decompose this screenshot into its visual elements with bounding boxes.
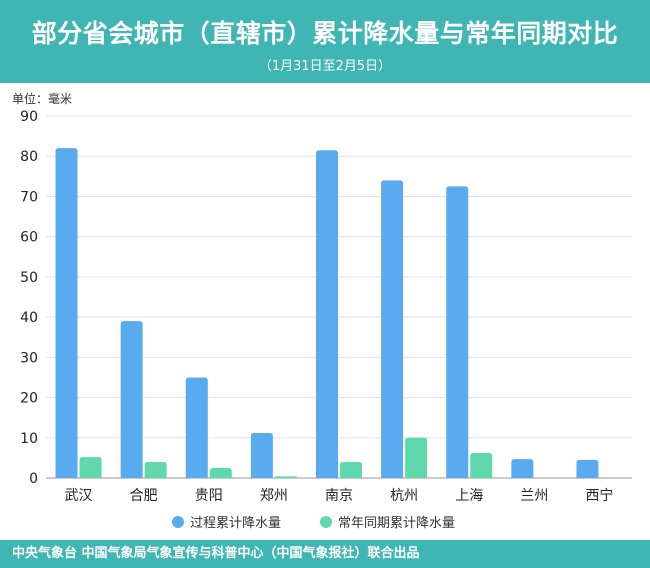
bar-actual xyxy=(55,148,78,478)
x-category-label: 贵阳 xyxy=(195,488,223,504)
bar-actual xyxy=(446,186,469,478)
y-tick-label: 20 xyxy=(20,391,38,407)
y-axis-unit-label: 单位：毫米 xyxy=(12,92,73,106)
x-category-label: 郑州 xyxy=(260,488,288,504)
chart-header: 部分省会城市（直辖市）累计降水量与常年同期对比 （1月31日至2月5日） xyxy=(0,0,650,83)
footer-credit: 中央气象台 中国气象局气象宣传与科普中心（中国气象报社）联合出品 xyxy=(0,540,650,568)
legend-label-actual: 过程累计降水量 xyxy=(190,516,281,531)
y-tick-label: 0 xyxy=(29,471,38,487)
y-tick-label: 50 xyxy=(20,270,38,286)
y-tick-label: 30 xyxy=(20,350,38,366)
bar-actual xyxy=(316,150,338,478)
x-category-label: 兰州 xyxy=(520,488,548,504)
y-tick-label: 40 xyxy=(20,310,38,326)
chart-title: 部分省会城市（直辖市）累计降水量与常年同期对比 xyxy=(31,19,619,48)
x-category-label: 南京 xyxy=(325,488,353,504)
bar-normal xyxy=(405,437,428,478)
legend-marker-actual xyxy=(172,516,184,528)
bar-normal xyxy=(274,476,297,478)
x-category-label: 武汉 xyxy=(65,488,93,504)
y-tick-label: 70 xyxy=(20,189,38,205)
legend-marker-normal xyxy=(320,516,332,528)
legend-label-normal: 常年同期累计降水量 xyxy=(338,516,455,531)
bar-normal xyxy=(340,461,362,478)
x-category-label: 西宁 xyxy=(585,487,613,504)
y-tick-label: 60 xyxy=(20,230,38,246)
bar-actual xyxy=(381,180,404,478)
bar-actual xyxy=(511,459,534,478)
y-tick-label: 90 xyxy=(20,109,38,125)
bar-actual xyxy=(576,459,599,478)
bar-actual xyxy=(185,377,208,478)
chart-subtitle: （1月31日至2月5日） xyxy=(258,59,392,74)
y-tick-label: 10 xyxy=(20,431,38,447)
bar-normal xyxy=(209,467,232,478)
y-tick-label: 80 xyxy=(20,149,38,165)
x-category-label: 杭州 xyxy=(390,488,418,504)
bar-chart: 0 10 20 30 40 50 60 70 80 90 武汉 合肥 贵阳 郑州 南京 杭州 上海 兰州 西宁过程累… xyxy=(20,109,632,531)
x-category-label: 合肥 xyxy=(130,488,158,504)
bar-actual xyxy=(120,321,143,478)
bar-normal xyxy=(79,457,102,478)
bar-normal xyxy=(144,461,167,478)
bar-actual xyxy=(250,432,273,478)
x-category-label: 上海 xyxy=(455,488,483,504)
bar-normal xyxy=(470,453,493,478)
